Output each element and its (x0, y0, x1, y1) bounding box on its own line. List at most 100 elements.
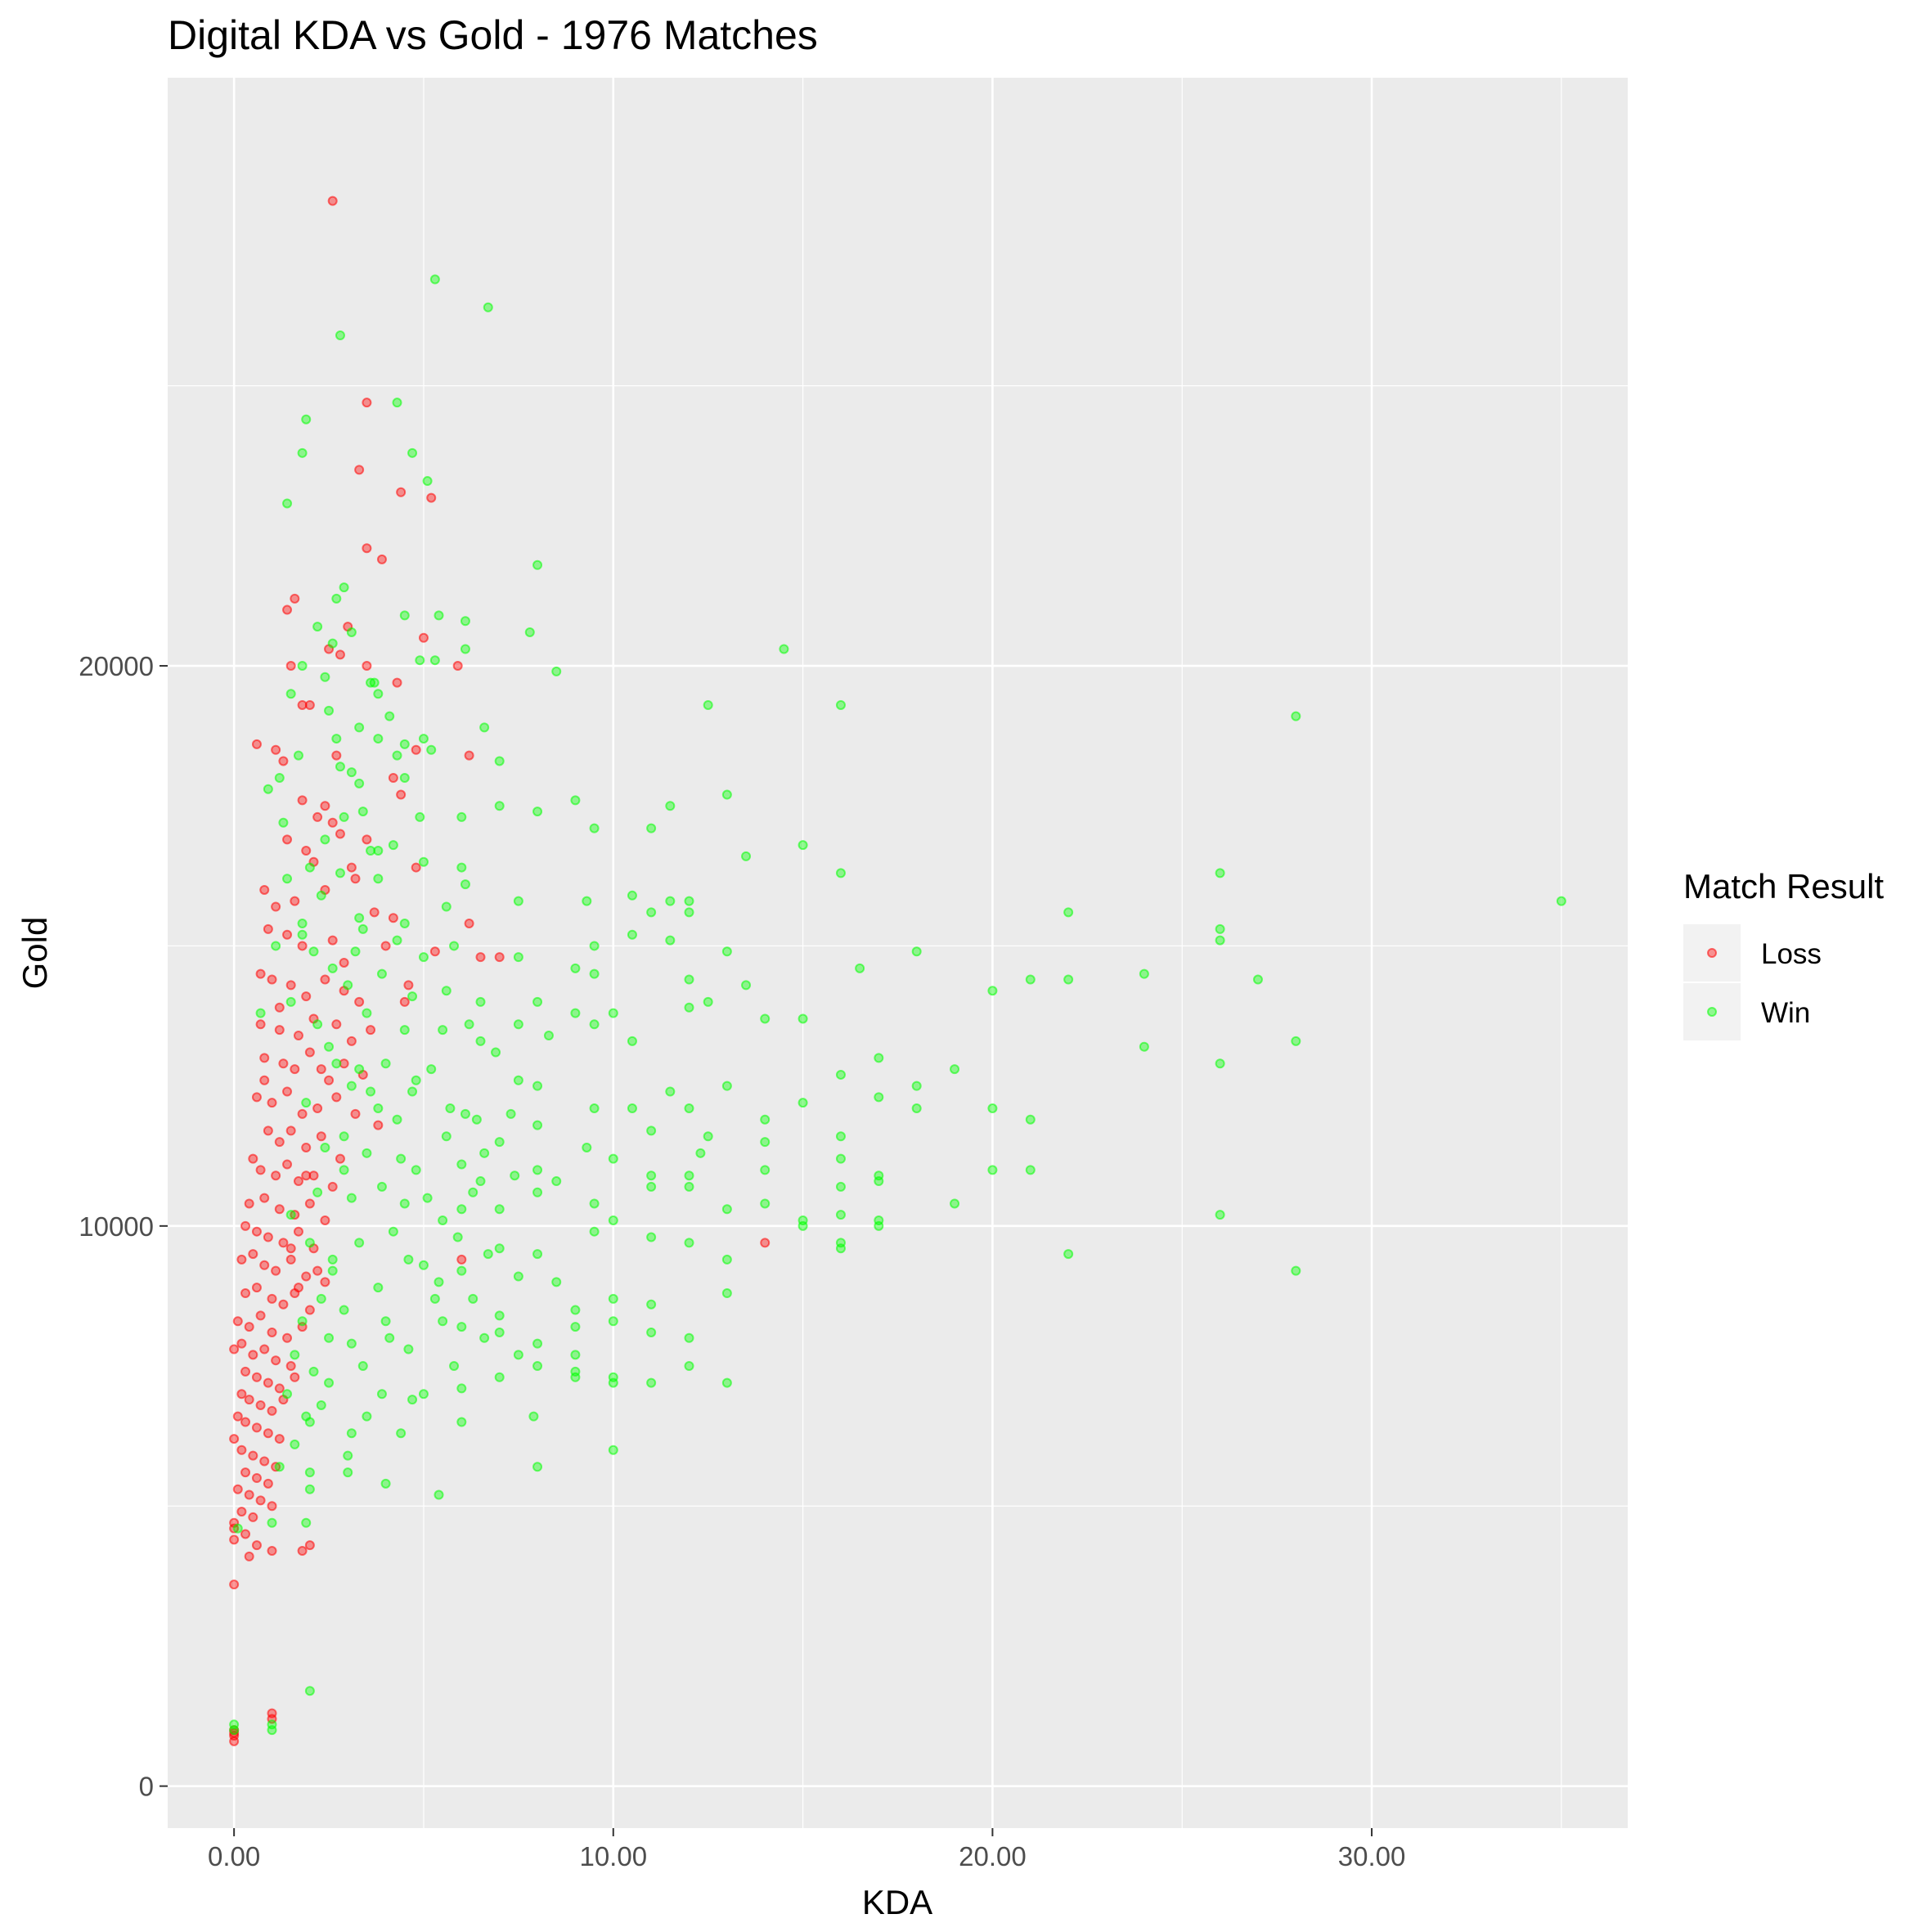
data-point-loss (267, 1098, 277, 1108)
data-point-win (380, 1478, 391, 1489)
data-point-loss (278, 1058, 289, 1069)
data-point-win (422, 1193, 433, 1203)
data-point-win (570, 963, 581, 973)
data-point-win (1025, 1165, 1036, 1175)
data-point-win (513, 1075, 523, 1085)
data-point-win (392, 935, 402, 946)
data-point-win (570, 1008, 581, 1018)
data-point-win (343, 1450, 353, 1461)
data-point-loss (271, 901, 281, 912)
y-axis-ticks: 0 10000 20000 (79, 651, 168, 1802)
data-point-win (665, 896, 676, 906)
data-point-win (911, 1081, 922, 1091)
data-point-win (532, 1081, 543, 1091)
data-point-loss (297, 795, 308, 806)
data-point-win (494, 1204, 505, 1215)
data-point-win (987, 986, 998, 996)
data-point-loss (248, 1153, 258, 1164)
data-point-loss (282, 834, 293, 845)
data-point-loss (411, 744, 421, 755)
data-point-loss (282, 1086, 293, 1097)
data-point-loss (350, 1108, 361, 1119)
data-point-win (665, 1086, 676, 1097)
data-point-win (510, 1170, 520, 1181)
data-point-loss (285, 1361, 296, 1372)
data-point-win (308, 946, 319, 957)
data-point-loss (282, 929, 293, 940)
data-point-loss (335, 649, 345, 660)
data-point-win (524, 627, 535, 637)
data-point-win (373, 1103, 384, 1114)
data-point-win (468, 1293, 479, 1304)
data-point-win (285, 689, 296, 699)
data-point-win (304, 1238, 315, 1248)
data-point-loss (362, 834, 372, 845)
data-point-win (987, 1103, 998, 1114)
data-point-win (835, 1153, 846, 1164)
data-point-win (475, 1036, 486, 1046)
data-point-win (646, 907, 657, 918)
data-point-win (695, 1148, 706, 1158)
data-point-loss (259, 884, 270, 895)
data-point-win (479, 1148, 490, 1158)
data-point-win (494, 1243, 505, 1254)
data-point-win (354, 1238, 365, 1248)
data-point-win (278, 817, 289, 828)
data-point-win (627, 929, 637, 940)
data-point-win (589, 941, 600, 951)
data-point-loss (263, 1428, 273, 1439)
data-point-loss (369, 907, 380, 918)
data-point-win (362, 1411, 372, 1422)
data-point-loss (475, 952, 486, 963)
data-point-win (366, 1086, 376, 1097)
data-point-win (464, 1019, 474, 1030)
data-point-win (570, 795, 581, 806)
data-point-win (589, 968, 600, 979)
data-point-win (741, 980, 752, 991)
data-point-loss (248, 1512, 258, 1522)
data-point-loss (282, 604, 293, 615)
data-point-win (582, 1142, 592, 1152)
data-point-win (721, 1254, 732, 1265)
data-point-win (285, 1210, 296, 1220)
data-point-loss (290, 896, 300, 906)
data-point-win (308, 1366, 319, 1377)
data-point-loss (285, 980, 296, 991)
data-point-win (373, 689, 384, 699)
data-point-win (987, 1165, 998, 1175)
data-point-win (403, 1344, 414, 1355)
data-point-win (646, 1299, 657, 1310)
data-point-loss (396, 789, 407, 800)
data-point-win (441, 901, 452, 912)
data-point-loss (350, 874, 361, 884)
data-point-loss (236, 1254, 247, 1265)
data-point-loss (274, 1025, 285, 1036)
data-point-loss (304, 1047, 315, 1058)
data-point-win (608, 1445, 618, 1455)
data-point-win (384, 1332, 395, 1343)
legend: Match Result Loss Win (1683, 867, 1884, 1040)
data-point-loss (236, 1338, 247, 1349)
data-point-win (570, 1350, 581, 1360)
data-point-loss (236, 1445, 247, 1455)
data-point-win (422, 476, 433, 487)
data-point-win (426, 744, 437, 755)
data-point-win (316, 890, 326, 901)
data-point-win (479, 722, 490, 733)
data-point-loss (301, 1142, 312, 1152)
data-point-win (346, 1081, 357, 1091)
data-point-loss (418, 632, 429, 643)
data-point-loss (251, 1540, 262, 1551)
data-point-win (532, 1249, 543, 1260)
data-point-loss (274, 1137, 285, 1148)
data-point-win (874, 1053, 884, 1063)
data-point-win (380, 1316, 391, 1327)
data-point-win (418, 1389, 429, 1400)
data-point-win (760, 1013, 771, 1024)
data-point-win (429, 655, 440, 666)
data-point-loss (327, 935, 338, 946)
data-point-win (426, 1064, 437, 1075)
data-point-win (320, 1142, 330, 1152)
data-point-loss (244, 1489, 254, 1500)
data-point-win (285, 996, 296, 1007)
